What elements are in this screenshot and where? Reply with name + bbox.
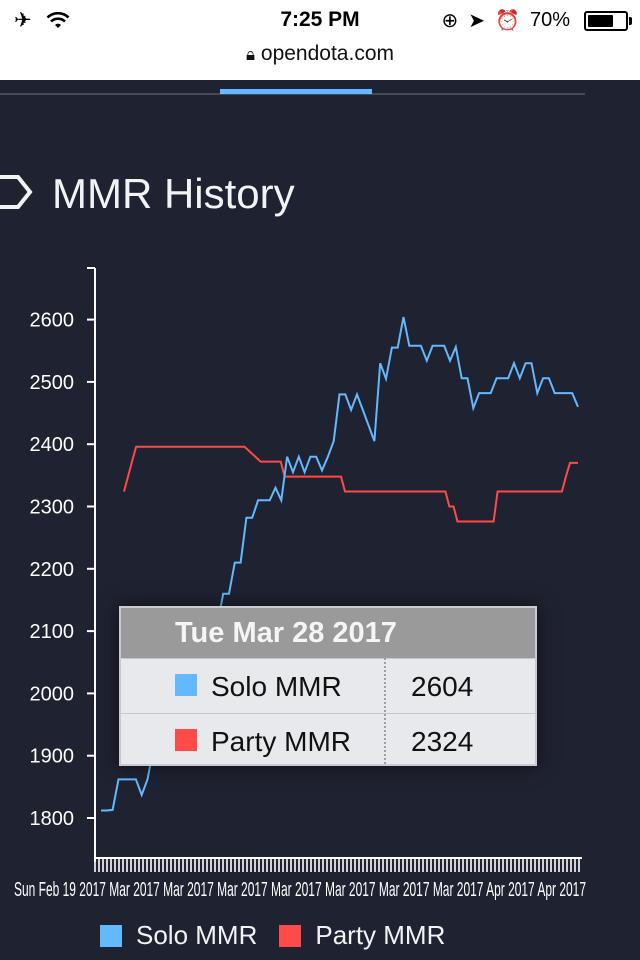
chart-tooltip: Tue Mar 28 2017 Solo MMR 2604 Party MMR … xyxy=(119,606,537,766)
tooltip-row-party: Party MMR 2324 xyxy=(121,713,535,768)
legend-label: Party MMR xyxy=(315,920,446,950)
tab-strip xyxy=(0,80,640,96)
tooltip-value: 2604 xyxy=(411,671,474,702)
status-bar: ✈ 7:25 PM ⊕ ➤ ⏰ 70% xyxy=(0,0,640,40)
legend-item-solo[interactable]: Solo MMR xyxy=(100,920,257,951)
location-arrow-icon: ➤ xyxy=(468,10,486,32)
battery-icon xyxy=(584,10,632,31)
wifi-icon xyxy=(46,11,70,28)
status-time: 7:25 PM xyxy=(280,8,360,31)
status-left: ✈ xyxy=(14,8,70,33)
tooltip-label: Solo MMR xyxy=(211,671,342,702)
tooltip-title: Tue Mar 28 2017 xyxy=(121,608,535,658)
y-tick-label: 2500 xyxy=(30,372,75,394)
y-tick-label: 2600 xyxy=(30,310,75,332)
tab-active-indicator[interactable] xyxy=(220,89,372,94)
solo-swatch xyxy=(175,674,197,696)
x-tick-label: Sun Feb 19 2017 Mar 2017 Mar 2017 Mar 20… xyxy=(14,879,586,901)
tag-outline-icon xyxy=(0,175,33,209)
section-title: MMR History xyxy=(52,170,295,217)
url-bar[interactable]: 🔒︎ opendota.com xyxy=(0,40,640,80)
battery-percent: 70% xyxy=(529,9,570,31)
legend-item-party[interactable]: Party MMR xyxy=(279,920,445,951)
legend-swatch-party xyxy=(279,924,302,947)
url-domain[interactable]: opendota.com xyxy=(260,42,394,65)
legend-label: Solo MMR xyxy=(136,920,258,950)
y-tick-label: 1800 xyxy=(30,808,75,830)
tooltip-value: 2324 xyxy=(411,726,474,757)
tooltip-divider xyxy=(384,658,386,764)
party-swatch xyxy=(175,729,197,751)
chart-legend: Solo MMR Party MMR xyxy=(100,920,467,951)
y-tick-label: 1900 xyxy=(30,746,75,768)
y-tick-label: 2300 xyxy=(30,497,75,519)
y-tick-label: 2200 xyxy=(30,559,75,581)
rotation-lock-icon: ⊕ xyxy=(441,10,459,32)
y-tick-label: 2400 xyxy=(30,434,75,456)
party-mmr-line xyxy=(123,445,578,523)
tooltip-row-solo: Solo MMR 2604 xyxy=(121,658,535,713)
tooltip-label: Party MMR xyxy=(211,726,351,757)
lock-icon: 🔒︎ xyxy=(246,45,256,64)
tab-divider xyxy=(0,93,585,95)
legend-swatch-solo xyxy=(100,924,122,947)
airplane-icon: ✈ xyxy=(14,9,32,32)
y-tick-label: 2100 xyxy=(30,621,75,643)
y-tick-label: 2000 xyxy=(30,683,75,705)
status-right: ⊕ ➤ ⏰ 70% xyxy=(441,8,632,33)
alarm-icon: ⏰ xyxy=(495,10,520,32)
